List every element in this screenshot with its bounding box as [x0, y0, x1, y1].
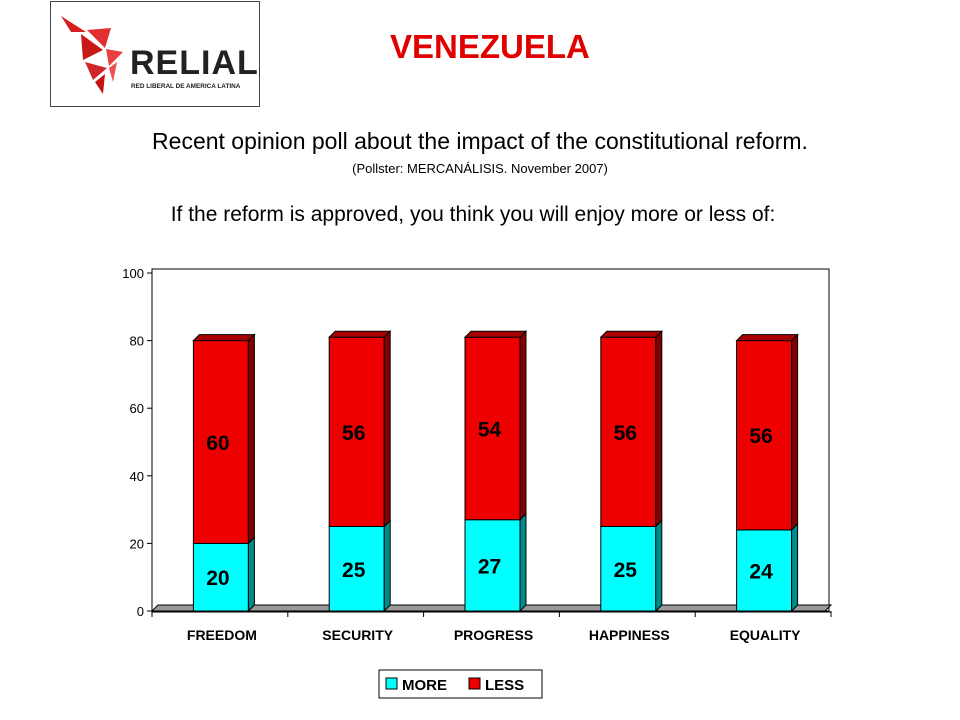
category-label: FREEDOM [187, 627, 257, 643]
bar-segment [192, 542, 249, 612]
logo-tagline: RED LIBERAL DE AMERICA LATINA [131, 83, 241, 90]
bar-side [247, 333, 255, 545]
data-label: 54 [478, 418, 502, 441]
legend-swatch-more [385, 677, 398, 690]
category-label: SECURITY [322, 627, 393, 643]
page-subtitle: Recent opinion poll about the impact of … [152, 128, 808, 154]
bar-segment [328, 336, 385, 527]
legend-swatch-less [468, 677, 481, 690]
y-tick-label: 80 [130, 334, 144, 349]
category-label: HAPPINESS [589, 627, 670, 643]
bar-top [599, 330, 664, 338]
poll-question: If the reform is approved, you think you… [170, 203, 776, 226]
relial-emblem-icon [61, 16, 123, 94]
relial-logo: RELIAL RED LIBERAL DE AMERICA LATINA [50, 1, 260, 107]
bar-top [735, 334, 799, 342]
bar-side [247, 536, 255, 613]
y-tick-label: 20 [130, 536, 144, 551]
bar-segment [736, 529, 793, 612]
legend-box [378, 669, 543, 699]
category-label: PROGRESS [454, 627, 533, 643]
data-label: 27 [478, 555, 501, 578]
data-label: 56 [749, 425, 772, 448]
bar-side [791, 333, 799, 532]
logo-wordmark: RELIAL [130, 44, 259, 82]
bar-top [463, 330, 528, 338]
data-label: 25 [342, 559, 366, 582]
y-tick-label: 0 [137, 604, 144, 619]
bar-segment [600, 526, 657, 612]
legend-label-more: MORE [402, 677, 447, 694]
data-label: 25 [614, 559, 638, 582]
y-tick-label: 40 [130, 469, 144, 484]
data-label: 56 [614, 422, 637, 445]
bar-segment [192, 340, 249, 544]
bar-segment [464, 519, 521, 612]
bar-side [519, 330, 527, 521]
bar-segment [600, 336, 657, 527]
y-tick-label: 100 [122, 266, 144, 281]
category-label: EQUALITY [730, 627, 801, 643]
data-label: 60 [206, 432, 229, 455]
bar-top [192, 334, 256, 342]
pollster-note: (Pollster: MERCANÁLISIS. November 2007) [352, 161, 608, 176]
data-label: 20 [206, 567, 229, 590]
page-title: VENEZUELA [390, 28, 590, 65]
bar-side [791, 522, 799, 613]
bar-segment [464, 336, 521, 521]
bar-side [519, 512, 527, 613]
bar-side [655, 519, 663, 613]
data-label: 56 [342, 422, 365, 445]
data-label: 24 [749, 560, 773, 583]
bar-segment [328, 526, 385, 612]
bar-side [383, 519, 391, 613]
y-tick-label: 60 [130, 401, 144, 416]
bar-top [327, 330, 392, 338]
bar-side [655, 330, 663, 528]
bar-segment [736, 340, 793, 531]
bar-side [383, 330, 391, 528]
legend-label-less: LESS [485, 677, 524, 694]
